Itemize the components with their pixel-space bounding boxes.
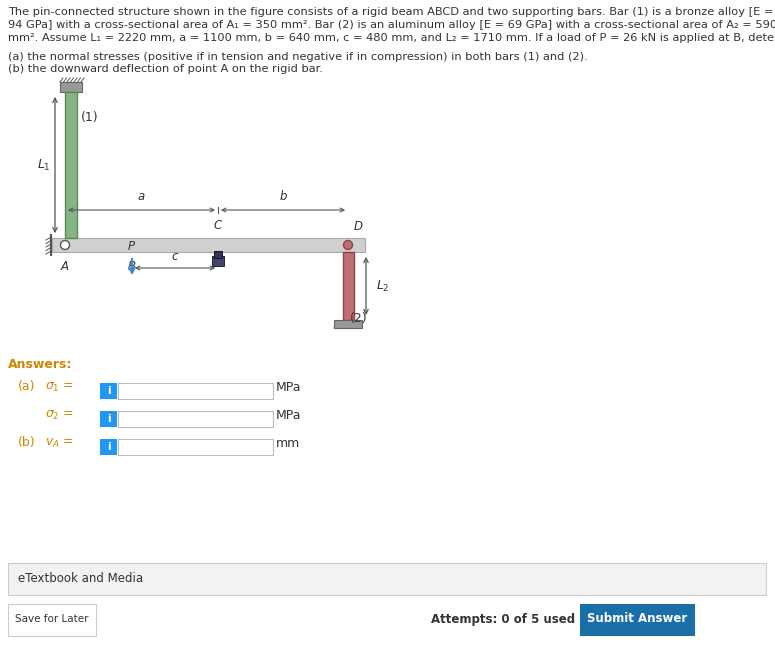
Text: (b) the downward deflection of point A on the rigid bar.: (b) the downward deflection of point A o… (8, 64, 323, 74)
Bar (118, 411, 273, 427)
Text: $v_A$ =: $v_A$ = (45, 437, 74, 450)
Text: (2): (2) (350, 312, 367, 325)
Circle shape (343, 241, 353, 249)
Bar (212, 256, 224, 266)
Bar (100, 439, 117, 455)
Bar (118, 439, 273, 455)
Text: (b): (b) (18, 436, 36, 449)
Text: Answers:: Answers: (8, 358, 72, 371)
Text: MPa: MPa (276, 381, 301, 394)
Text: P: P (127, 240, 135, 253)
Text: (a) the normal stresses (positive if in tension and negative if in compression) : (a) the normal stresses (positive if in … (8, 52, 587, 62)
Bar (118, 383, 273, 399)
Text: mm². Assume L₁ = 2220 mm, a = 1100 mm, b = 640 mm, c = 480 mm, and L₂ = 1710 mm.: mm². Assume L₁ = 2220 mm, a = 1100 mm, b… (8, 33, 775, 43)
Text: Attempts: 0 of 5 used: Attempts: 0 of 5 used (431, 613, 575, 626)
Bar (214, 251, 222, 258)
Text: The pin-connected structure shown in the figure consists of a rigid beam ABCD an: The pin-connected structure shown in the… (8, 7, 773, 17)
Text: $L_2$: $L_2$ (376, 278, 390, 293)
Text: (1): (1) (81, 112, 98, 125)
Bar (8, 563, 766, 595)
Text: Submit Answer: Submit Answer (587, 613, 687, 626)
Circle shape (60, 241, 70, 249)
Text: Save for Later: Save for Later (16, 614, 89, 624)
Bar (8, 604, 96, 636)
Text: b: b (279, 190, 287, 203)
Bar (100, 411, 117, 427)
Bar (65, 92, 77, 238)
Text: $\sigma_1$ =: $\sigma_1$ = (45, 381, 74, 394)
Text: i: i (107, 442, 110, 452)
Text: eTextbook and Media: eTextbook and Media (18, 571, 143, 584)
Text: (a): (a) (18, 380, 36, 393)
Text: B: B (128, 260, 136, 273)
Bar (60, 82, 82, 92)
Text: $L_1$: $L_1$ (37, 157, 51, 173)
Text: mm: mm (276, 437, 300, 450)
Bar (52, 238, 365, 252)
Bar (100, 383, 117, 399)
Text: A: A (61, 260, 69, 273)
Text: c: c (172, 250, 178, 263)
Bar (334, 320, 362, 328)
Bar (580, 604, 695, 636)
Text: MPa: MPa (276, 409, 301, 422)
Text: 94 GPa] with a cross-sectional area of A₁ = 350 mm². Bar (2) is an aluminum allo: 94 GPa] with a cross-sectional area of A… (8, 20, 775, 30)
Text: i: i (107, 386, 110, 396)
Text: i: i (107, 414, 110, 424)
Text: a: a (138, 190, 145, 203)
Text: D: D (353, 220, 363, 233)
Text: $\sigma_2$ =: $\sigma_2$ = (45, 409, 74, 422)
Text: C: C (214, 219, 222, 232)
Bar (343, 252, 354, 320)
